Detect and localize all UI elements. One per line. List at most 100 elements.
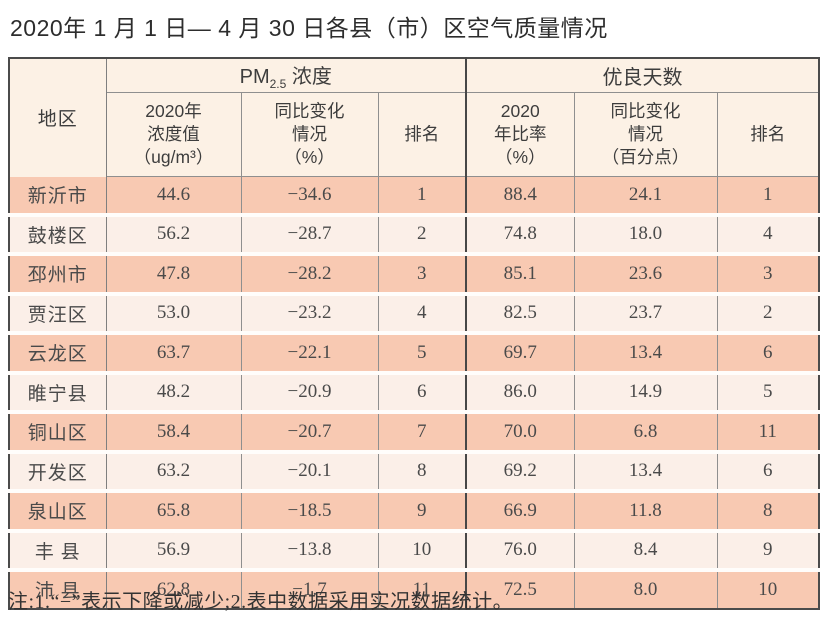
good-rate-cell: 69.7 <box>466 333 575 375</box>
good-rate-cell: 66.9 <box>466 491 575 533</box>
table-row: 鼓楼区 56.2 −28.7 2 74.8 18.0 4 <box>9 214 820 256</box>
pm-change-cell: −22.1 <box>241 333 379 375</box>
good-rank-cell: 4 <box>717 214 820 256</box>
pm-value-cell: 47.8 <box>106 254 242 296</box>
good-rate-cell: 88.4 <box>466 176 575 217</box>
group-header-row: 地区 PM2.5 浓度 优良天数 <box>9 58 820 177</box>
pm-value-cell: 65.8 <box>106 491 242 533</box>
pm-subscript: 2.5 <box>269 77 287 91</box>
pm-value-cell: 58.4 <box>106 412 242 454</box>
region-column-header: 地区 <box>9 58 107 177</box>
good-rank-cell: 3 <box>717 254 820 296</box>
region-cell: 开发区 <box>9 451 107 493</box>
good-rank-cell: 9 <box>717 530 820 572</box>
good-change-cell: 18.0 <box>574 214 718 256</box>
table-body: 新沂市 44.6 −34.6 1 88.4 24.1 1 鼓楼区 56.2 −28.7 2 74.8 1… <box>9 176 820 609</box>
pm-rank-cell: 2 <box>378 214 467 256</box>
region-cell: 云龙区 <box>9 333 107 375</box>
good-rate-cell: 76.0 <box>466 530 575 572</box>
table-row: 开发区 63.2 −20.1 8 69.2 13.4 6 <box>9 451 820 493</box>
pm-change-cell: −34.6 <box>241 176 379 217</box>
region-cell: 沛 县 <box>9 570 107 609</box>
pm-rank-cell: 9 <box>378 491 467 533</box>
pm-change-cell: −13.8 <box>241 530 379 572</box>
sub-header-row: 2020年 浓度值 （ug/m³） 同比变化 情况 （%） 排名 2020 年比… <box>9 92 820 177</box>
good-change-cell: 23.7 <box>574 293 718 335</box>
region-cell: 泉山区 <box>9 491 107 533</box>
good-rank-cell: 11 <box>717 412 820 454</box>
pm-label: PM <box>239 66 270 88</box>
good-change-cell: 8.0 <box>574 570 718 609</box>
good-rate-cell: 72.5 <box>466 570 575 609</box>
good-rank-cell: 1 <box>717 176 820 217</box>
pm-value-cell: 62.8 <box>106 570 242 609</box>
region-cell: 新沂市 <box>9 176 107 217</box>
good-rate-cell: 69.2 <box>466 451 575 493</box>
good-change-cell: 23.6 <box>574 254 718 296</box>
pm-rank-cell: 5 <box>378 333 467 375</box>
pm-rank-cell: 8 <box>378 451 467 493</box>
pm-value-cell: 56.2 <box>106 214 242 256</box>
good-rank-cell: 6 <box>717 451 820 493</box>
good-change-header: 同比变化 情况 （百分点） <box>574 92 718 177</box>
pm-rank-cell: 4 <box>378 293 467 335</box>
good-change-cell: 13.4 <box>574 451 718 493</box>
table-row: 泉山区 65.8 −18.5 9 66.9 11.8 8 <box>9 491 820 533</box>
pm-rank-header: 排名 <box>378 92 467 177</box>
region-cell: 鼓楼区 <box>9 214 107 256</box>
good-change-cell: 24.1 <box>574 176 718 217</box>
pm-change-cell: −20.9 <box>241 372 379 414</box>
good-rate-header: 2020 年比率 （%） <box>466 92 575 177</box>
table-row: 沛 县 62.8 −1.7 11 72.5 8.0 10 <box>9 570 820 609</box>
good-rank-cell: 5 <box>717 372 820 414</box>
region-cell: 丰 县 <box>9 530 107 572</box>
region-cell: 邳州市 <box>9 254 107 296</box>
good-days-group-header: 优良天数 <box>466 58 820 93</box>
good-change-cell: 11.8 <box>574 491 718 533</box>
table-row: 睢宁县 48.2 −20.9 6 86.0 14.9 5 <box>9 372 820 414</box>
pm-value-cell: 53.0 <box>106 293 242 335</box>
pm-change-cell: −20.7 <box>241 412 379 454</box>
pm-value-cell: 48.2 <box>106 372 242 414</box>
page-title: 2020年 1 月 1 日— 4 月 30 日各县（市）区空气质量情况 <box>10 15 608 41</box>
table-row: 丰 县 56.9 −13.8 10 76.0 8.4 9 <box>9 530 820 572</box>
pm-label-rest: 浓度 <box>286 66 332 88</box>
air-quality-table: 地区 PM2.5 浓度 优良天数 2020年 浓度值 （ug/m³） 同比变化 … <box>8 57 821 610</box>
good-change-cell: 8.4 <box>574 530 718 572</box>
pm-change-cell: −28.7 <box>241 214 379 256</box>
pm-change-cell: −20.1 <box>241 451 379 493</box>
good-rank-cell: 10 <box>717 570 820 609</box>
pm-change-cell: −1.7 <box>241 570 379 609</box>
pm-change-cell: −28.2 <box>241 254 379 296</box>
table-row: 铜山区 58.4 −20.7 7 70.0 6.8 11 <box>9 412 820 454</box>
good-rank-header: 排名 <box>717 92 820 177</box>
good-rank-cell: 6 <box>717 333 820 375</box>
good-rate-cell: 86.0 <box>466 372 575 414</box>
pm-value-cell: 44.6 <box>106 176 242 217</box>
pm-change-cell: −18.5 <box>241 491 379 533</box>
good-rate-cell: 74.8 <box>466 214 575 256</box>
pm-value-header: 2020年 浓度值 （ug/m³） <box>106 92 242 177</box>
table-row: 贾汪区 53.0 −23.2 4 82.5 23.7 2 <box>9 293 820 335</box>
good-change-cell: 13.4 <box>574 333 718 375</box>
good-change-cell: 6.8 <box>574 412 718 454</box>
table-row: 新沂市 44.6 −34.6 1 88.4 24.1 1 <box>9 176 820 217</box>
pm-rank-cell: 7 <box>378 412 467 454</box>
pm-rank-cell: 6 <box>378 372 467 414</box>
footnote: 注:1.“−”表示下降或减少;2.表中数据采用实况数据统计。 <box>8 591 514 613</box>
region-cell: 贾汪区 <box>9 293 107 335</box>
good-rank-cell: 2 <box>717 293 820 335</box>
good-rank-cell: 8 <box>717 491 820 533</box>
table-row: 云龙区 63.7 −22.1 5 69.7 13.4 6 <box>9 333 820 375</box>
pm-change-cell: −23.2 <box>241 293 379 335</box>
pm-value-cell: 63.2 <box>106 451 242 493</box>
pm-rank-cell: 1 <box>378 176 467 217</box>
region-cell: 睢宁县 <box>9 372 107 414</box>
good-rate-cell: 82.5 <box>466 293 575 335</box>
pm-rank-cell: 3 <box>378 254 467 296</box>
region-cell: 铜山区 <box>9 412 107 454</box>
good-rate-cell: 85.1 <box>466 254 575 296</box>
pm-rank-cell: 10 <box>378 530 467 572</box>
good-rate-cell: 70.0 <box>466 412 575 454</box>
